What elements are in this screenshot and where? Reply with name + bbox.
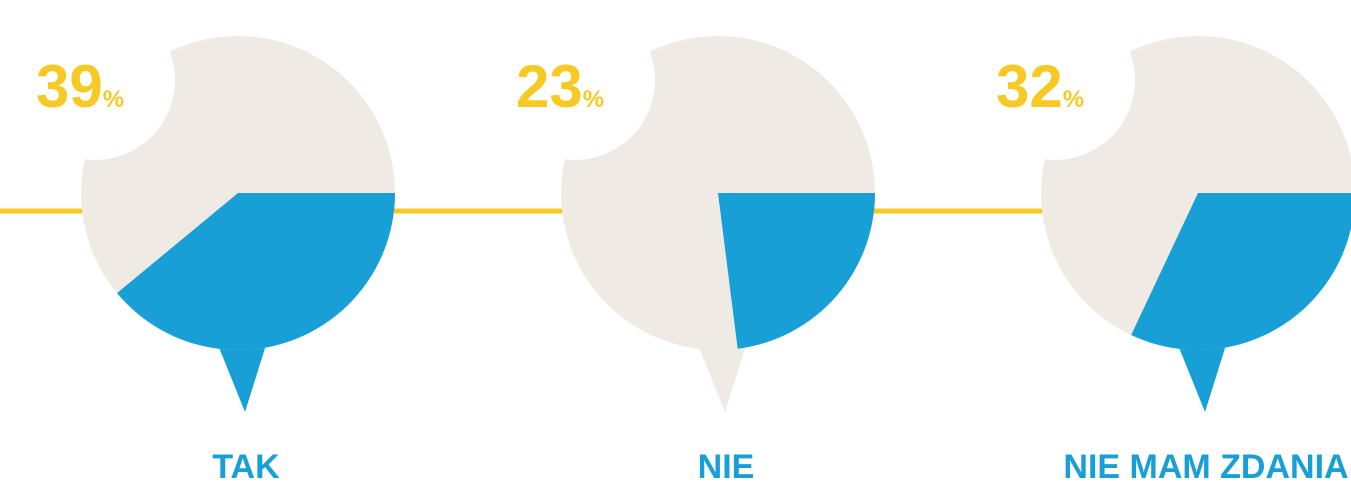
category-label: TAK <box>212 448 280 486</box>
category-label: NIE MAM ZDANIA <box>1063 448 1348 486</box>
pie-slice <box>718 193 875 349</box>
percent-unit: % <box>1063 86 1084 113</box>
pie-group: 32% NIE MAM ZDANIA <box>975 0 1351 486</box>
label-cutout <box>15 0 175 160</box>
bubble-tail <box>218 345 266 412</box>
percent-value: 32 <box>996 53 1063 120</box>
pie-group: 39% TAK <box>15 0 395 486</box>
percent-value: 23 <box>516 53 583 120</box>
bubble-tail <box>698 345 746 412</box>
pie-group: 23% NIE <box>495 0 875 486</box>
percent-value: 39 <box>36 53 103 120</box>
category-label: NIE <box>698 448 755 486</box>
percent-label: 23% <box>516 53 604 120</box>
label-cutout <box>975 0 1135 160</box>
percent-label: 39% <box>36 53 124 120</box>
percent-label: 32% <box>996 53 1084 120</box>
pie-slice <box>1131 193 1351 350</box>
percent-unit: % <box>103 86 124 113</box>
percent-unit: % <box>583 86 604 113</box>
label-cutout <box>495 0 655 160</box>
bubble-tail <box>1178 345 1226 412</box>
pie-slice <box>117 193 395 350</box>
